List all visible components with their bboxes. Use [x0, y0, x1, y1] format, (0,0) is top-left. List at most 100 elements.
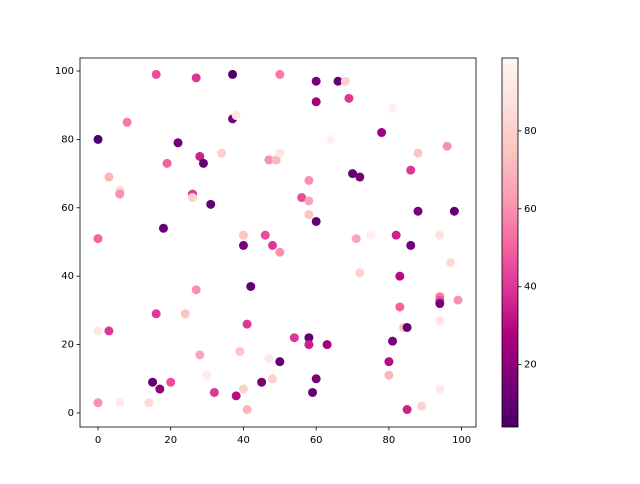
point	[406, 240, 416, 250]
point	[93, 398, 103, 408]
point	[348, 169, 358, 179]
point	[93, 234, 103, 244]
point	[271, 155, 281, 165]
point	[148, 377, 158, 387]
point	[93, 326, 103, 336]
point	[340, 76, 350, 86]
point	[311, 216, 321, 226]
point	[388, 336, 398, 346]
point	[206, 199, 216, 209]
point	[231, 110, 241, 120]
point	[155, 384, 165, 394]
point	[442, 141, 452, 151]
point	[104, 326, 114, 336]
point	[351, 234, 361, 244]
point	[333, 76, 343, 86]
point	[209, 387, 219, 397]
point	[344, 93, 354, 103]
point	[304, 210, 314, 220]
point	[264, 353, 274, 363]
point	[304, 340, 314, 350]
point	[122, 117, 132, 127]
colorbar	[501, 57, 519, 428]
point	[289, 333, 299, 343]
point	[162, 158, 172, 168]
point	[151, 69, 161, 79]
point	[238, 240, 248, 250]
x-tick-label: 60	[310, 435, 323, 446]
point	[435, 230, 445, 240]
point	[195, 350, 205, 360]
point	[406, 165, 416, 175]
point	[202, 370, 212, 380]
point	[449, 206, 459, 216]
point	[377, 128, 387, 138]
point	[446, 258, 456, 268]
point	[228, 69, 238, 79]
point	[304, 196, 314, 206]
point	[435, 299, 445, 309]
x-tick-label: 40	[237, 435, 250, 446]
point	[173, 138, 183, 148]
point	[268, 374, 278, 384]
y-tick-label: 80	[61, 134, 74, 145]
point	[195, 151, 205, 161]
point	[435, 384, 445, 394]
point	[115, 189, 125, 199]
point	[304, 175, 314, 185]
x-tick-label: 100	[452, 435, 471, 446]
point	[158, 223, 168, 233]
point	[238, 230, 248, 240]
point	[104, 172, 114, 182]
point	[384, 357, 394, 367]
point	[435, 316, 445, 326]
point	[413, 148, 423, 158]
point	[395, 271, 405, 281]
point	[260, 230, 270, 240]
point	[275, 357, 285, 367]
point	[188, 193, 198, 203]
point	[388, 104, 398, 114]
point	[311, 97, 321, 107]
point	[151, 309, 161, 319]
colorbar-tick-label: 20	[524, 360, 537, 371]
point	[115, 398, 125, 408]
point	[355, 172, 365, 182]
y-tick-label: 20	[61, 340, 74, 351]
point	[384, 370, 394, 380]
colorbar-tick-label: 60	[524, 204, 537, 215]
plot-frame	[79, 57, 477, 428]
point	[231, 391, 241, 401]
point	[166, 377, 176, 387]
x-tick-label: 80	[383, 435, 396, 446]
point	[217, 148, 227, 158]
point	[311, 374, 321, 384]
point	[297, 193, 307, 203]
point	[235, 346, 245, 356]
point	[242, 405, 252, 415]
point	[355, 268, 365, 278]
x-tick-label: 20	[164, 435, 177, 446]
point	[275, 69, 285, 79]
point	[453, 295, 463, 305]
point	[391, 230, 401, 240]
y-tick-label: 0	[68, 408, 74, 419]
point	[413, 206, 423, 216]
point	[308, 387, 318, 397]
point	[322, 340, 332, 350]
point	[402, 322, 412, 332]
point	[242, 319, 252, 329]
colorbar-tick-label: 40	[524, 282, 537, 293]
point	[264, 155, 274, 165]
point	[326, 134, 336, 144]
x-tick-label: 0	[95, 435, 101, 446]
point	[257, 377, 267, 387]
point	[275, 148, 285, 158]
point	[191, 73, 201, 83]
y-tick-label: 40	[61, 271, 74, 282]
point	[304, 333, 314, 343]
point	[395, 302, 405, 312]
y-tick-label: 60	[61, 203, 74, 214]
point	[180, 309, 190, 319]
point	[311, 76, 321, 86]
